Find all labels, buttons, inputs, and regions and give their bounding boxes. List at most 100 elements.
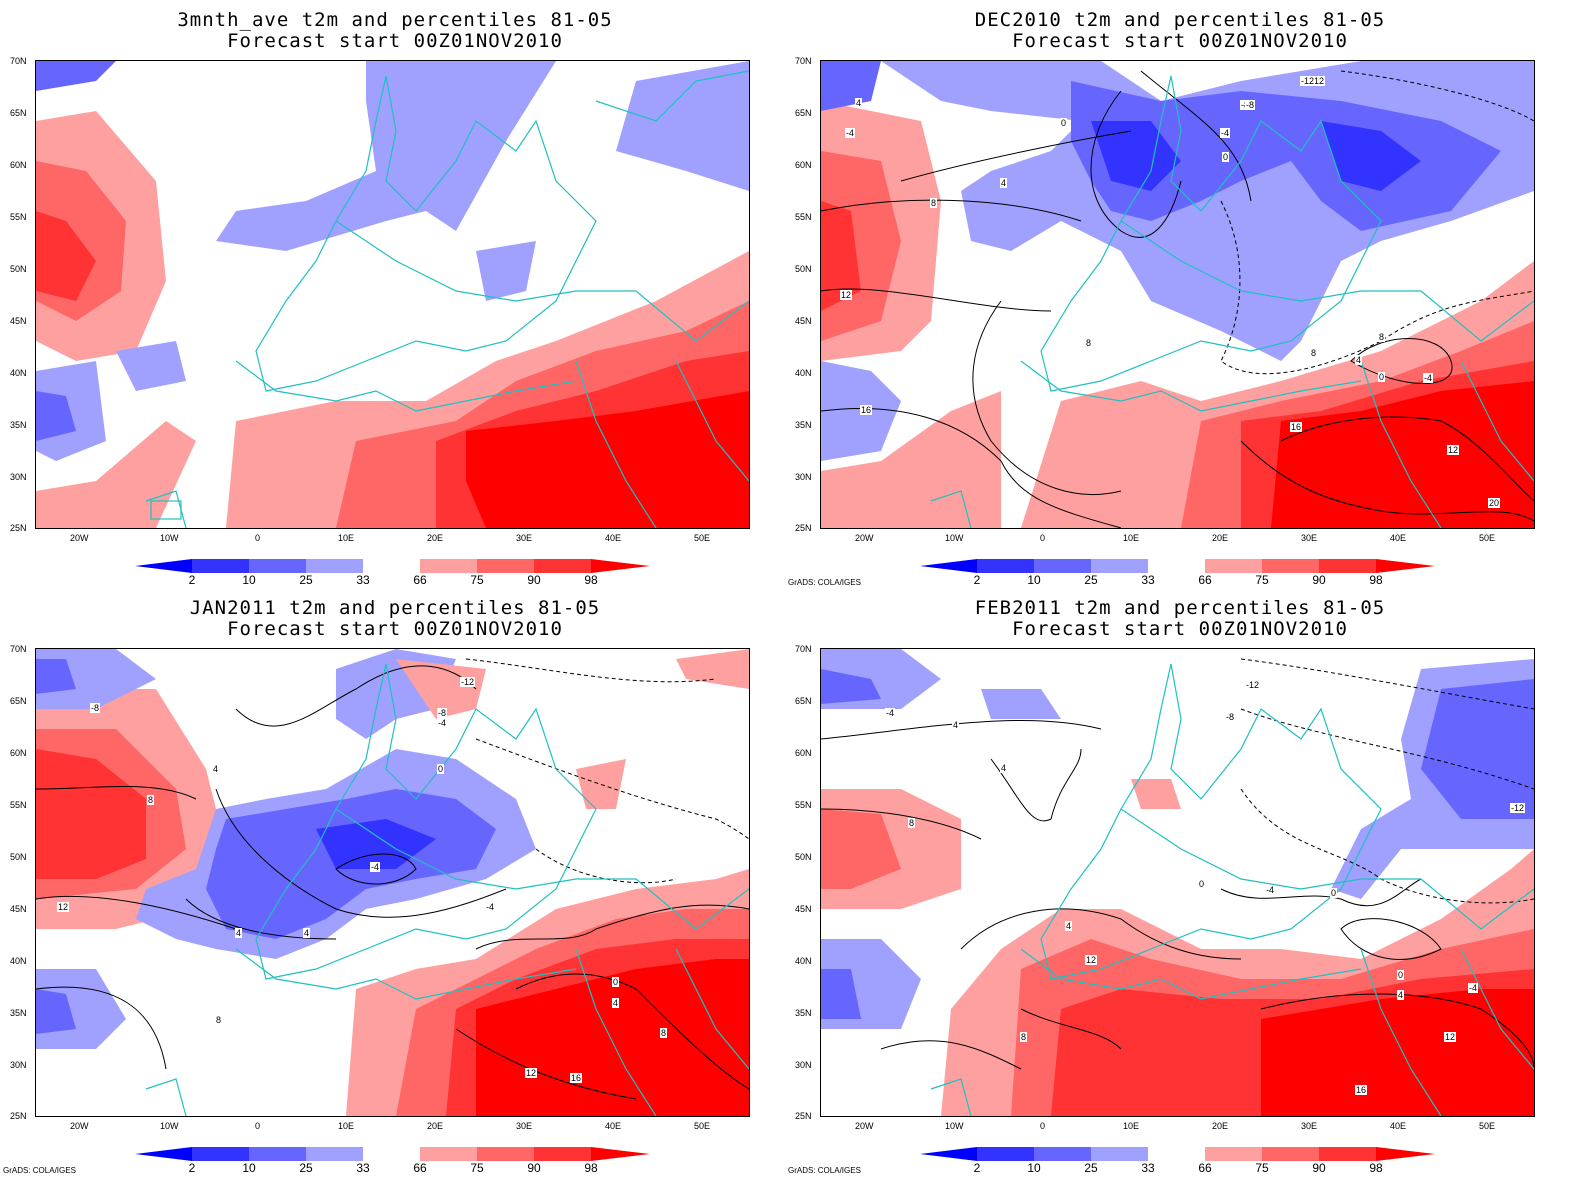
contour-label: 12 bbox=[840, 290, 853, 300]
colorbar-label: 2 bbox=[188, 573, 196, 587]
lat-label: 70N bbox=[10, 56, 27, 66]
lon-label: 30E bbox=[516, 533, 533, 543]
contour-label: -12 bbox=[1310, 76, 1326, 86]
panel-title-line1: JAN2011 t2m and percentiles 81-05 bbox=[189, 597, 601, 619]
lat-label: 45N bbox=[10, 316, 27, 326]
lat-label: 60N bbox=[10, 748, 27, 758]
contour-label: 12 bbox=[1447, 445, 1460, 455]
lat-label: 60N bbox=[795, 160, 812, 170]
colorbar-label: 66 bbox=[413, 1161, 427, 1175]
colorbar: 2 10 25 33 66 75 90 98 bbox=[135, 1146, 650, 1176]
colorbar-label: 98 bbox=[1369, 573, 1383, 587]
contour-label: 0 bbox=[1060, 118, 1068, 128]
colorbar-label: 2 bbox=[973, 1161, 981, 1175]
colorbar-label: 33 bbox=[1141, 1161, 1155, 1175]
lon-label: 0 bbox=[1040, 1121, 1046, 1131]
contour-label: 0 bbox=[612, 977, 620, 987]
contour-label: -8 bbox=[1225, 712, 1236, 722]
contour-label: -8 bbox=[437, 708, 448, 718]
contour-label: 8 bbox=[1310, 348, 1318, 358]
contour-label: -4 bbox=[845, 128, 856, 138]
lon-label: 40E bbox=[1390, 1121, 1407, 1131]
lon-label: 10E bbox=[338, 533, 355, 543]
panel-title-line2: Forecast start 00Z01NOV2010 bbox=[1012, 618, 1348, 640]
panel-title-line1: 3mnth_ave t2m and percentiles 81-05 bbox=[177, 9, 613, 31]
contour-label: 12 bbox=[1444, 1032, 1457, 1042]
colorbar-label: 75 bbox=[470, 573, 484, 587]
lat-label: 35N bbox=[10, 1008, 27, 1018]
lat-label: 25N bbox=[10, 1111, 27, 1121]
lon-label: 10E bbox=[338, 1121, 355, 1131]
contour-label: 4 bbox=[1065, 921, 1073, 931]
contour-label: 8 bbox=[660, 1028, 668, 1038]
lon-label: 10W bbox=[945, 533, 964, 543]
contour-label: -12 bbox=[1300, 76, 1316, 86]
contour-label: -12 bbox=[1245, 680, 1261, 690]
lat-label: 45N bbox=[795, 316, 812, 326]
contour-label: 4 bbox=[235, 928, 243, 938]
lat-label: 55N bbox=[795, 212, 812, 222]
contour-label: -12 bbox=[460, 677, 476, 687]
lon-label: 20E bbox=[1212, 1121, 1229, 1131]
contour-label: 12 bbox=[57, 902, 70, 912]
colorbar-label: 98 bbox=[1369, 1161, 1383, 1175]
contour-label: 4 bbox=[303, 928, 311, 938]
lon-label: 20W bbox=[855, 533, 874, 543]
lon-label: 20E bbox=[427, 1121, 444, 1131]
colorbar-label: 66 bbox=[1198, 573, 1212, 587]
colorbar-label: 90 bbox=[1312, 573, 1326, 587]
lon-label: 30E bbox=[516, 1121, 533, 1131]
contour-label: 4 bbox=[612, 998, 620, 1008]
grads-credit: GrADS: COLA/IGES bbox=[3, 1166, 76, 1175]
lat-label: 45N bbox=[795, 904, 812, 914]
lat-label: 65N bbox=[10, 696, 27, 706]
contour-label: -4 bbox=[370, 862, 381, 872]
contour-label: 0 bbox=[1330, 888, 1338, 898]
colorbar-label: 98 bbox=[584, 573, 598, 587]
lon-label: 50E bbox=[1479, 1121, 1496, 1131]
map-plot bbox=[35, 60, 750, 529]
colorbar-label: 10 bbox=[242, 1161, 256, 1175]
contour-label: 0 bbox=[1222, 152, 1230, 162]
contour-label: 16 bbox=[570, 1073, 583, 1083]
panel-title-line2: Forecast start 00Z01NOV2010 bbox=[227, 30, 563, 52]
panel-title-line1: DEC2010 t2m and percentiles 81-05 bbox=[974, 9, 1386, 31]
map-plot bbox=[35, 648, 750, 1117]
lon-label: 20W bbox=[70, 533, 89, 543]
contour-label: 4 bbox=[1000, 178, 1008, 188]
colorbar-label: 75 bbox=[1255, 1161, 1269, 1175]
lon-label: 0 bbox=[1040, 533, 1046, 543]
colorbar-label: 33 bbox=[1141, 573, 1155, 587]
panel-feb2011: FEB2011 t2m and percentiles 81-05 Foreca… bbox=[785, 588, 1575, 1178]
lon-label: 30E bbox=[1301, 1121, 1318, 1131]
contour-label: 12 bbox=[525, 1068, 538, 1078]
lon-label: 50E bbox=[694, 1121, 711, 1131]
contour-label: 8 bbox=[147, 795, 155, 805]
contour-label: 8 bbox=[215, 1015, 223, 1025]
contour-label: -4 bbox=[1468, 983, 1479, 993]
lon-label: 10W bbox=[160, 1121, 179, 1131]
contour-label: -4 bbox=[1265, 885, 1276, 895]
contour-label: 16 bbox=[1355, 1085, 1368, 1095]
colorbar-label: 90 bbox=[527, 573, 541, 587]
lon-label: 40E bbox=[605, 533, 622, 543]
colorbar-label: 33 bbox=[356, 1161, 370, 1175]
colorbar-label: 10 bbox=[1027, 1161, 1041, 1175]
lon-label: 10E bbox=[1123, 533, 1140, 543]
lat-label: 45N bbox=[10, 904, 27, 914]
lon-label: 0 bbox=[255, 1121, 261, 1131]
colorbar-label: 25 bbox=[1084, 573, 1098, 587]
colorbar-label: 90 bbox=[1312, 1161, 1326, 1175]
lat-label: 50N bbox=[795, 264, 812, 274]
lat-label: 40N bbox=[795, 956, 812, 966]
lat-label: 70N bbox=[795, 644, 812, 654]
lat-label: 60N bbox=[10, 160, 27, 170]
contour-label: 4 bbox=[855, 98, 863, 108]
colorbar-label: 33 bbox=[356, 573, 370, 587]
lat-label: 35N bbox=[795, 420, 812, 430]
lon-label: 10W bbox=[160, 533, 179, 543]
panel-title-line1: FEB2011 t2m and percentiles 81-05 bbox=[974, 597, 1386, 619]
lat-label: 40N bbox=[10, 956, 27, 966]
contour-label: 4 bbox=[1000, 763, 1008, 773]
lat-label: 40N bbox=[795, 368, 812, 378]
